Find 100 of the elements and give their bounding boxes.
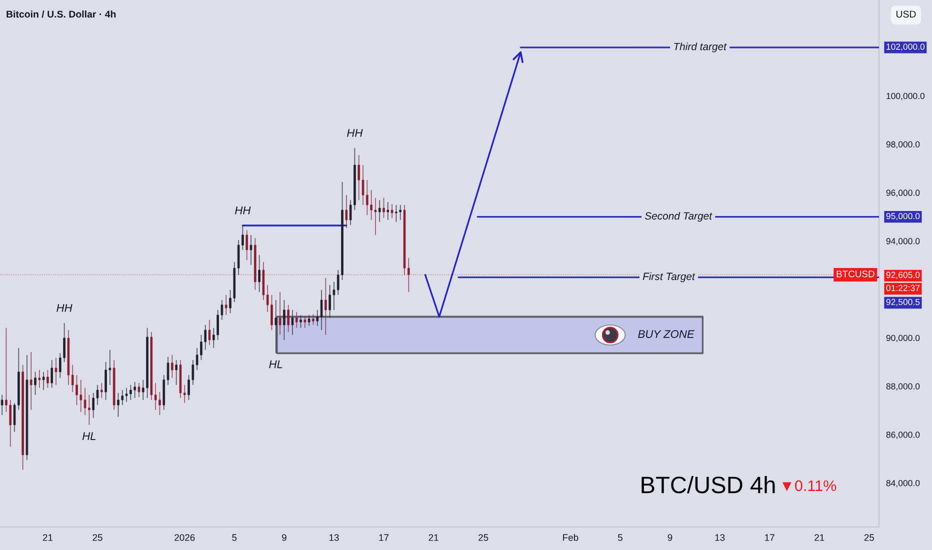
- candlestick: [175, 360, 178, 386]
- candlestick: [324, 278, 327, 336]
- candlestick: [370, 190, 372, 220]
- candlestick: [332, 281, 336, 310]
- candlestick: [295, 311, 298, 328]
- candlestick: [138, 382, 140, 398]
- candlestick: [80, 379, 82, 412]
- x-tick-label: 9: [668, 534, 672, 541]
- candlestick: [88, 394, 90, 426]
- annotation: HH: [235, 206, 251, 214]
- x-tick-label: 17: [765, 534, 774, 541]
- candlestick: [208, 319, 211, 346]
- series-label: First Target: [642, 272, 696, 282]
- candlestick: [320, 289, 323, 330]
- x-tick-label: 21: [428, 534, 438, 541]
- y-tick-label: 84,000.0: [886, 480, 920, 488]
- candlestick: [183, 384, 186, 404]
- candlestick: [134, 382, 136, 398]
- y-tick-label: 96,000.0: [886, 190, 920, 197]
- candlestick: [0, 394, 4, 416]
- candlestick: [390, 204, 394, 218]
- candlestick: [382, 198, 385, 218]
- candlestick: [130, 384, 132, 400]
- candlestick: [166, 356, 170, 386]
- candlestick: [30, 352, 32, 410]
- x-tick-label: 2026: [174, 534, 195, 541]
- y-axis-title: USD: [896, 10, 916, 18]
- x-tick-label: 21: [42, 534, 52, 541]
- candlestick: [312, 314, 314, 326]
- candlestick: [46, 370, 49, 388]
- candlestick: [100, 382, 103, 398]
- candlestick: [304, 316, 306, 328]
- candlestick: [274, 300, 278, 354]
- candlestick: [84, 387, 86, 416]
- x-tick-label: 13: [329, 534, 339, 541]
- candlestick: [278, 292, 282, 336]
- x-tick-label: 13: [715, 534, 725, 541]
- y-tick-label: 92,605.0: [886, 272, 920, 280]
- annotation: ▼0.11%: [782, 480, 836, 492]
- candlestick: [374, 198, 377, 236]
- candlestick: [117, 392, 120, 418]
- candlestick: [316, 310, 319, 326]
- y-tick-label: 88,000.0: [886, 383, 920, 390]
- candlestick: [171, 354, 174, 378]
- candlestick: [9, 400, 12, 448]
- candlestick: [71, 364, 74, 392]
- data-label: 102,000.0: [886, 44, 925, 51]
- candlestick: [104, 362, 107, 400]
- candlestick: [283, 300, 286, 340]
- y-tick-label: 98,000.0: [886, 141, 920, 148]
- candlestick: [270, 294, 273, 330]
- candlestick: [300, 314, 302, 328]
- text: Bitcoin / U.S. Dollar · 4h: [6, 10, 116, 18]
- y-tick-label: 94,000.0: [886, 238, 920, 246]
- x-tick-label: 21: [814, 534, 824, 541]
- candlestick: [291, 310, 294, 336]
- series-label: BUY ZONE: [638, 330, 694, 338]
- series-label: Third target: [674, 42, 727, 52]
- y-tick-label: 86,000.0: [886, 432, 920, 439]
- candlestick: [76, 374, 78, 406]
- candlestick: [50, 360, 53, 388]
- x-tick-label: 25: [864, 534, 874, 541]
- annotation: HH: [56, 304, 72, 312]
- candlestick: [154, 382, 157, 410]
- x-tick-label: Feb: [563, 534, 578, 541]
- candlestick: [358, 154, 360, 201]
- candlestick: [42, 371, 45, 390]
- candlestick: [121, 390, 124, 406]
- annotation: HH: [347, 129, 363, 137]
- candlestick: [38, 370, 41, 388]
- series-label: Second Target: [644, 212, 712, 222]
- candlestick: [378, 200, 381, 222]
- text: 01:22:37: [886, 284, 920, 292]
- candlestick: [54, 357, 58, 386]
- y-tick-label: 90,000.0: [886, 334, 920, 342]
- data-label: 95,000.0: [886, 212, 920, 220]
- x-tick-label: 25: [478, 534, 488, 541]
- data-label: 92,500.5: [886, 298, 920, 306]
- candlestick: [250, 234, 252, 266]
- candlestick: [386, 202, 390, 220]
- x-tick-label: 25: [92, 534, 102, 541]
- candlestick: [258, 254, 260, 292]
- candlestick: [395, 204, 398, 222]
- candlestick: [366, 180, 368, 216]
- x-tick-label: 5: [618, 534, 622, 541]
- candlestick: [246, 230, 248, 261]
- candlestick: [34, 371, 36, 396]
- x-tick-label: 9: [282, 534, 286, 541]
- candlestick: [328, 284, 331, 318]
- y-tick-label: 100,000.0: [886, 92, 925, 100]
- candlestick: [399, 204, 402, 220]
- ref-line-label: BTCUSD: [836, 270, 874, 278]
- candlestick: [158, 392, 161, 416]
- x-tick-label: 5: [232, 534, 237, 541]
- candlestick: [224, 294, 228, 316]
- annotation: HL: [82, 432, 96, 440]
- candlestick: [287, 304, 290, 332]
- candlestick: [345, 194, 348, 228]
- candlestick: [125, 387, 128, 402]
- annotation: HL: [269, 360, 282, 368]
